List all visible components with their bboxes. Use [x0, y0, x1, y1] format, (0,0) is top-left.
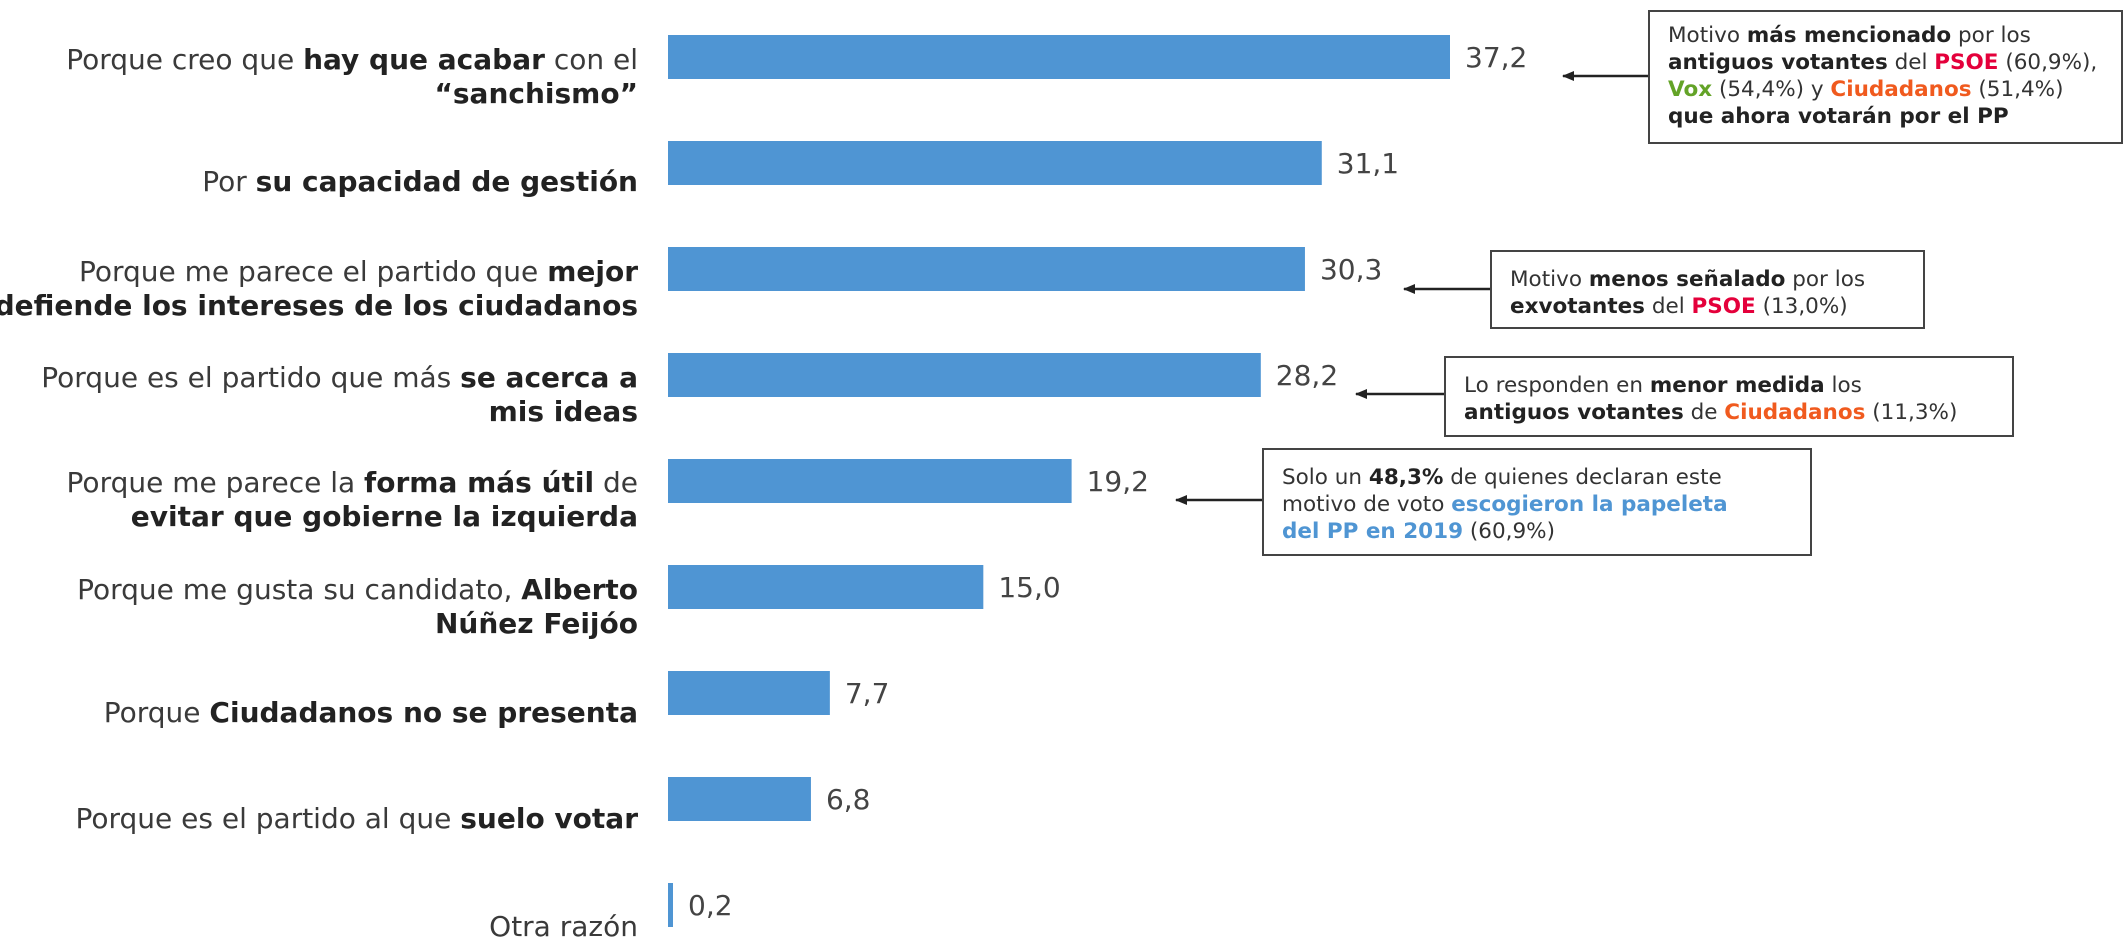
note-bold-text: exvotantes	[1510, 294, 1645, 319]
category-label: Porque creo que hay que acabar con el “s…	[0, 43, 638, 111]
value-label: 19,2	[1087, 465, 1149, 498]
note-text: de quienes declaran este	[1443, 465, 1722, 490]
bar	[668, 35, 1450, 79]
note-bold-text: más mencionado	[1746, 23, 1952, 48]
label-text: Porque creo que	[66, 43, 304, 76]
note-text: (60,9%)	[1463, 519, 1555, 544]
value-label: 7,7	[845, 677, 890, 710]
label-text: Porque me parece el partido que	[78, 255, 548, 288]
value-label: 6,8	[826, 783, 871, 816]
psoe-label: PSOE	[1934, 50, 1999, 75]
category-label: Porque me parece el partido que mejor de…	[0, 255, 638, 323]
note-text: Lo responden en	[1464, 373, 1650, 398]
label-bold-text: mis ideas	[488, 395, 638, 428]
note-text: por los	[1951, 23, 2031, 48]
category-label: Porque es el partido al que suelo votar	[0, 802, 638, 836]
category-label: Porque es el partido que más se acerca a…	[0, 361, 638, 429]
label-text: con el	[544, 43, 638, 76]
label-bold-text: evitar que gobierne la izquierda	[130, 500, 638, 533]
note-text: (54,4%) y	[1712, 77, 1831, 102]
note-text: (60,9%),	[1998, 50, 2098, 75]
label-bold-text: Núñez Feijóo	[435, 607, 638, 640]
label-bold-text: se acerca a	[460, 361, 638, 394]
label-bold-text: su capacidad de gestión	[255, 165, 638, 198]
note-bold-text: 48,3%	[1368, 465, 1444, 490]
bar	[668, 883, 673, 927]
label-bold-text: defiende los intereses de los ciudadanos	[0, 289, 638, 322]
note-bold-text: antiguos votantes	[1464, 400, 1684, 425]
label-bold-text: Alberto	[521, 573, 638, 606]
bar	[668, 459, 1072, 503]
value-label: 30,3	[1320, 253, 1382, 286]
note-text: Motivo	[1668, 23, 1747, 48]
note-bold-text: menos señalado	[1588, 267, 1786, 292]
label-text: de	[594, 466, 638, 499]
note-text: del	[1644, 294, 1692, 319]
label-bold-text: mejor	[547, 255, 638, 288]
annotation-most-mentioned: Motivo más mencionado por los antiguos v…	[1648, 10, 2123, 144]
value-label: 28,2	[1276, 359, 1338, 392]
psoe-label: PSOE	[1691, 294, 1756, 319]
note-text: (11,3%)	[1865, 400, 1958, 425]
note-text: (13,0%)	[1755, 294, 1848, 319]
note-text: del	[1887, 50, 1935, 75]
label-text: Porque	[103, 696, 210, 729]
vox-label: Vox	[1668, 77, 1713, 102]
note-text: de	[1683, 400, 1725, 425]
category-label: Porque Ciudadanos no se presenta	[0, 696, 638, 730]
category-label: Porque me parece la forma más útil de ev…	[0, 466, 638, 534]
category-label: Por su capacidad de gestión	[0, 165, 638, 199]
note-text: Motivo	[1510, 267, 1589, 292]
note-text: motivo de voto	[1282, 492, 1452, 517]
value-label: 15,0	[998, 571, 1060, 604]
pp-ballot-text: del PP en 2019	[1282, 519, 1464, 544]
note-bold-text: antiguos votantes	[1668, 50, 1888, 75]
label-bold-text: suelo votar	[460, 802, 638, 835]
bar	[668, 565, 984, 609]
label-text: Porque es el partido que más	[41, 361, 461, 394]
category-label: Porque me gusta su candidato, Alberto Nú…	[0, 573, 638, 641]
label-text: Porque es el partido al que	[75, 802, 461, 835]
ciudadanos-label: Ciudadanos	[1830, 77, 1972, 102]
bar	[668, 777, 811, 821]
label-bold-text: hay que acabar	[303, 43, 545, 76]
label-bold-text: “sanchismo”	[434, 77, 638, 110]
note-bold-text: que ahora votarán por el PP	[1668, 104, 2009, 129]
note-text: los	[1824, 373, 1862, 398]
pp-ballot-text: escogieron la papeleta	[1451, 492, 1728, 517]
bar	[668, 247, 1305, 291]
annotation-less-extent: Lo responden en menor medida los antiguo…	[1444, 356, 2014, 437]
note-text: Solo un	[1282, 465, 1369, 490]
bar	[668, 353, 1261, 397]
label-text: Otra razón	[489, 910, 638, 943]
label-text: Porque me gusta su candidato,	[77, 573, 522, 606]
category-label: Otra razón	[0, 910, 638, 944]
annotation-least-mentioned: Motivo menos señalado por los exvotantes…	[1490, 250, 1925, 329]
note-text: (51,4%)	[1971, 77, 2064, 102]
label-bold-text: forma más útil	[364, 466, 595, 499]
bar	[668, 141, 1322, 185]
label-text: Por	[202, 165, 256, 198]
label-bold-text: Ciudadanos no se presenta	[209, 696, 638, 729]
ciudadanos-label: Ciudadanos	[1724, 400, 1866, 425]
value-label: 0,2	[688, 889, 733, 922]
bar	[668, 671, 830, 715]
note-bold-text: menor medida	[1649, 373, 1825, 398]
value-label: 37,2	[1465, 41, 1527, 74]
annotation-pp-2019: Solo un 48,3% de quienes declaran este m…	[1262, 448, 1812, 556]
note-text: por los	[1785, 267, 1866, 292]
value-label: 31,1	[1337, 147, 1399, 180]
label-text: Porque me parece la	[66, 466, 365, 499]
